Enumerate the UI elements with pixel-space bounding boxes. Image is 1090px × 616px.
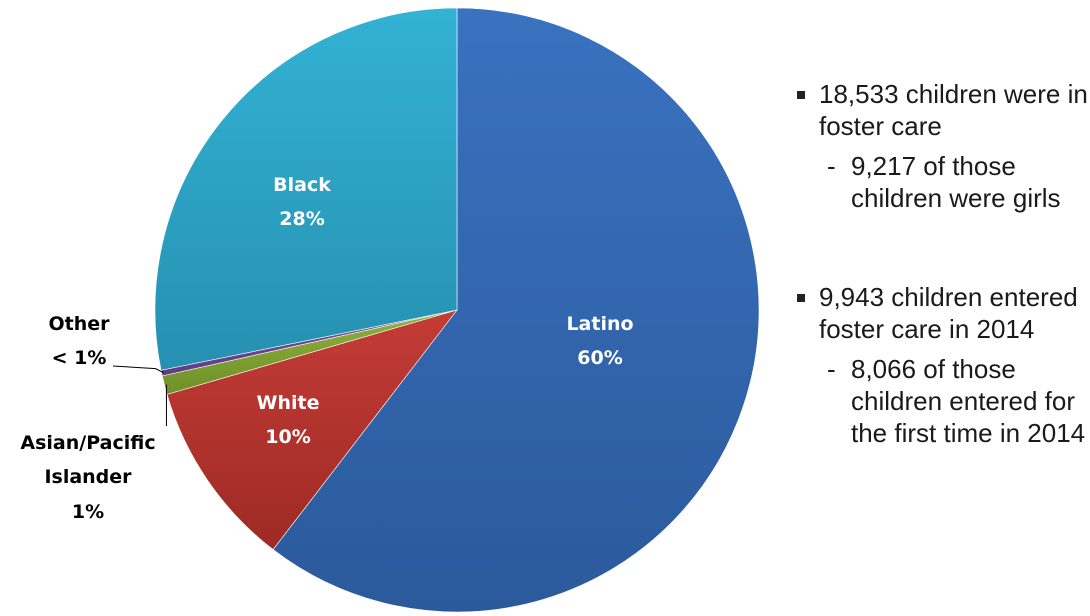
slice-label-white-value: 10%: [265, 426, 310, 448]
square-bullet-icon: [797, 91, 805, 99]
slice-label-asian-name-line1: Asian/Pacific: [20, 432, 155, 454]
slice-label-asian-name-line2: Islander: [44, 466, 132, 488]
slice-label-latino-value: 60%: [577, 347, 622, 369]
dash-icon: -: [827, 151, 836, 181]
leader-line-other: [112, 365, 164, 374]
slice-label-latino-name: Latino: [566, 313, 633, 335]
slice-label-other-name: Other: [48, 313, 110, 335]
dash-icon: -: [827, 354, 836, 384]
pie-slice-black: [154, 7, 458, 371]
square-bullet-icon: [797, 294, 805, 302]
pie-slice-white: [166, 309, 458, 550]
note-subtext-1: 9,217 of those children were girls: [851, 151, 1061, 213]
slice-label-white-name: White: [257, 392, 320, 414]
pie-chart: Latino 60% Black 28% White 10% Other < 1…: [20, 7, 760, 613]
slice-label-asian-value: 1%: [72, 501, 104, 523]
slice-label-black-value: 28%: [279, 208, 324, 230]
note-item-2: 9,943 children entered foster care in 20…: [795, 281, 1090, 345]
slice-label-black-name: Black: [273, 174, 331, 196]
slice-label-other-value: < 1%: [52, 347, 107, 369]
notes-panel: 18,533 children were in foster care - 9,…: [795, 78, 1090, 449]
note-item-1: 18,533 children were in foster care: [795, 78, 1090, 142]
note-subitem-2: - 8,066 of those children entered for th…: [795, 353, 1090, 449]
note-text-2: 9,943 children entered foster care in 20…: [819, 282, 1078, 344]
pie-slice-latino: [272, 7, 760, 613]
note-subtext-2: 8,066 of those children entered for the …: [851, 354, 1086, 448]
note-text-1: 18,533 children were in foster care: [819, 79, 1088, 141]
note-subitem-1: - 9,217 of those children were girls: [795, 150, 1090, 214]
